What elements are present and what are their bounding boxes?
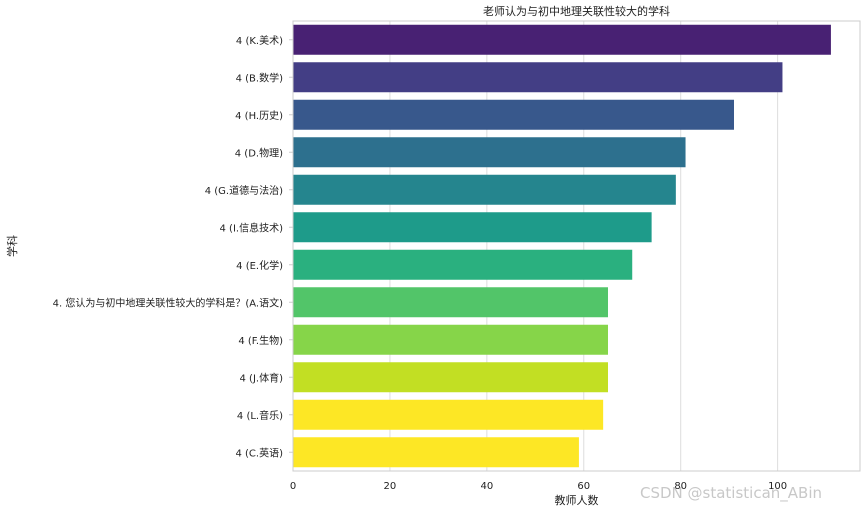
- x-tick-label: 80: [674, 481, 687, 492]
- bar: [293, 174, 676, 205]
- category-label: 4. 您认为与初中地理关联性较大的学科是？(A.语文): [53, 296, 283, 309]
- bar: [293, 62, 783, 93]
- x-tick-label: 40: [480, 481, 493, 492]
- category-label: 4 (G.道德与法治): [205, 184, 283, 197]
- bars: [293, 24, 831, 468]
- category-labels: 4 (K.美术) 4 (B.数学) 4 (H.历史) 4 (D.物理) 4 (G.道德与…: [53, 34, 293, 459]
- bar: [293, 99, 734, 130]
- bar: [293, 287, 608, 318]
- x-tick-label: 100: [768, 481, 787, 492]
- x-tick-labels: 0 20 40 60 80 100: [290, 481, 787, 492]
- x-tick-label: 20: [384, 481, 397, 492]
- category-label: 4 (C.英语): [235, 446, 283, 459]
- category-label: 4 (L.音乐): [237, 409, 283, 422]
- watermark: CSDN @statistican_ABin: [640, 484, 823, 502]
- x-tick-label: 0: [290, 481, 296, 492]
- category-label: 4 (H.历史): [235, 110, 283, 122]
- category-label: 4 (F.生物): [238, 334, 283, 347]
- category-label: 4 (E.化学): [236, 259, 283, 272]
- category-label: 4 (D.物理): [235, 146, 283, 159]
- bar: [293, 249, 633, 280]
- bar: [293, 137, 686, 168]
- bar: [293, 399, 604, 430]
- bar: [293, 24, 831, 55]
- category-label: 4 (B.数学): [236, 71, 283, 84]
- bar: [293, 212, 652, 243]
- category-label: 4 (I.信息技术): [220, 221, 284, 234]
- bar: [293, 324, 608, 355]
- y-axis-title: 学科: [5, 235, 19, 257]
- bar: [293, 362, 608, 393]
- category-label: 4 (K.美术): [236, 34, 283, 47]
- chart-title: 老师认为与初中地理关联性较大的学科: [483, 4, 670, 18]
- x-tick-label: 60: [577, 481, 590, 492]
- x-axis-title: 教师人数: [555, 494, 599, 507]
- plot-frame: [292, 20, 861, 472]
- bar: [293, 437, 579, 468]
- category-label: 4 (J.体育): [240, 371, 284, 384]
